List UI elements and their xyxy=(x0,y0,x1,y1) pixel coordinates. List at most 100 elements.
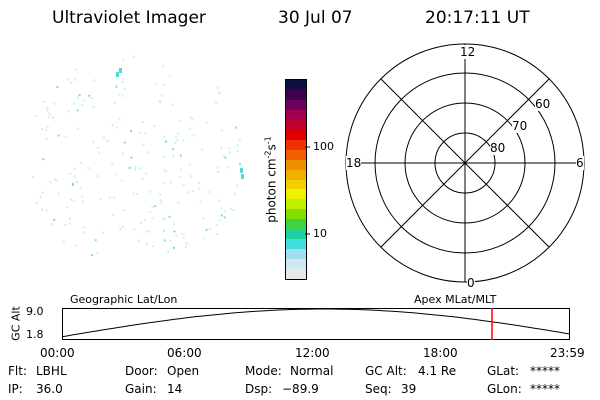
unit-s: s xyxy=(264,144,279,151)
polar-grid xyxy=(345,43,585,283)
image-pixel xyxy=(130,130,132,133)
image-pixel xyxy=(36,202,38,204)
image-pixel xyxy=(69,217,71,220)
image-pixel xyxy=(49,180,52,183)
image-pixel xyxy=(162,217,165,220)
image-pixel xyxy=(122,59,125,62)
image-pixel xyxy=(108,196,111,199)
image-pixel xyxy=(41,208,43,211)
image-pixel xyxy=(81,195,84,198)
glat-label: GLat: xyxy=(487,364,520,378)
colorbar-segment xyxy=(286,259,306,270)
lat-label-80: 80 xyxy=(490,141,506,155)
image-pixel xyxy=(182,236,185,239)
image-pixel xyxy=(185,242,188,245)
image-pixel xyxy=(159,199,162,202)
image-pixel xyxy=(151,205,154,208)
image-pixel xyxy=(175,234,178,237)
image-pixel xyxy=(55,179,58,182)
colorbar-segment xyxy=(286,109,306,120)
image-pixel xyxy=(207,191,210,193)
image-pixel xyxy=(123,88,126,91)
image-pixel xyxy=(220,129,223,132)
image-pixel xyxy=(47,116,50,119)
image-pixel xyxy=(94,239,97,242)
image-pixel xyxy=(163,181,166,184)
image-pixel xyxy=(160,94,163,97)
filter-value: LBHL xyxy=(36,364,67,378)
image-pixel xyxy=(46,107,49,110)
image-pixel xyxy=(112,213,115,216)
image-pixel xyxy=(57,134,60,137)
image-pixel xyxy=(169,181,172,184)
unit-exp-1: -2 xyxy=(263,150,273,159)
colorbar-segment xyxy=(286,239,306,250)
image-pixel xyxy=(45,209,48,212)
image-pixel xyxy=(96,175,99,178)
image-pixel xyxy=(216,166,219,169)
xtick-1200: 12:00 xyxy=(295,346,330,360)
altitude-timeline xyxy=(62,308,571,340)
image-pixel xyxy=(205,121,208,124)
altitude-curve xyxy=(62,308,571,338)
image-pixel xyxy=(163,155,166,158)
image-pixel xyxy=(220,214,223,217)
image-pixel xyxy=(91,254,93,256)
unit-exp-2: -1 xyxy=(263,136,273,145)
image-pixel xyxy=(151,217,154,220)
color-scale-bar xyxy=(285,79,307,280)
image-pixel xyxy=(82,200,85,203)
image-pixel xyxy=(121,81,124,83)
image-pixel xyxy=(53,218,56,221)
image-pixel xyxy=(226,166,229,169)
dsp-label: Dsp: xyxy=(245,382,273,396)
image-pixel xyxy=(64,224,67,227)
filter-label: Flt: xyxy=(8,364,27,378)
image-pixel xyxy=(217,91,220,94)
image-pixel xyxy=(185,246,187,248)
colorbar-segment xyxy=(286,139,306,150)
colorbar-segment xyxy=(286,219,306,230)
image-pixel xyxy=(133,168,136,171)
colorbar-tick-10: 10 xyxy=(313,227,327,240)
time-label: 20:17:11 UT xyxy=(425,8,530,28)
image-pixel xyxy=(139,222,142,225)
image-pixel xyxy=(216,86,219,89)
image-pixel xyxy=(35,114,38,117)
image-pixel xyxy=(56,86,59,88)
image-pixel xyxy=(46,109,49,112)
colorbar-segment xyxy=(286,119,306,130)
image-pixel xyxy=(42,158,45,161)
seq-label: Seq: xyxy=(365,382,392,396)
image-pixel xyxy=(42,101,45,103)
image-pixel xyxy=(163,218,166,221)
image-pixel xyxy=(181,233,184,235)
image-pixel xyxy=(141,177,144,180)
timeline-left-title: Geographic Lat/Lon xyxy=(70,293,178,306)
image-pixel xyxy=(145,242,148,245)
image-pixel xyxy=(39,196,42,199)
image-pixel xyxy=(137,239,140,242)
image-pixel xyxy=(215,102,218,104)
uv-image xyxy=(32,55,244,256)
xtick-0000: 00:00 xyxy=(40,346,75,360)
image-pixel-bright xyxy=(116,72,119,77)
image-pixel xyxy=(228,151,231,154)
image-pixel xyxy=(76,109,79,112)
image-pixel xyxy=(66,78,69,81)
gain-value: 14 xyxy=(167,382,183,396)
colorbar-segment xyxy=(286,129,306,140)
image-pixel xyxy=(198,187,201,190)
image-pixel xyxy=(73,78,76,81)
image-pixel xyxy=(146,151,149,154)
colorbar-segment xyxy=(286,89,306,100)
image-pixel xyxy=(154,82,157,85)
image-pixel xyxy=(143,218,146,221)
image-pixel xyxy=(54,178,56,181)
image-pixel xyxy=(149,211,152,214)
image-pixel xyxy=(233,193,236,196)
image-pixel xyxy=(228,147,231,150)
image-pixel xyxy=(76,127,79,130)
image-pixel xyxy=(145,172,147,175)
image-pixel xyxy=(171,148,174,151)
